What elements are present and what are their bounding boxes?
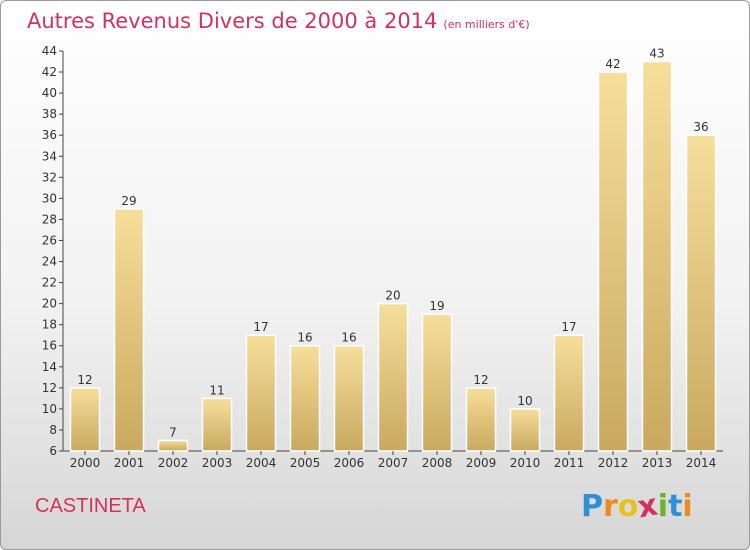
bar (465, 387, 497, 452)
bar-value-label: 16 (297, 331, 312, 345)
y-tick-label: 28 (42, 212, 57, 226)
x-tick-label: 2008 (422, 456, 453, 470)
title-text: Autres Revenus Divers de 2000 à 2014 (27, 9, 438, 33)
bar (245, 334, 277, 452)
bar (69, 387, 101, 452)
y-tick-label: 34 (42, 149, 57, 163)
x-tick-label: 2003 (202, 456, 233, 470)
location-name: CASTINETA (35, 495, 146, 517)
bar (421, 313, 453, 452)
y-tick-label: 42 (42, 65, 57, 79)
bar-value-label: 43 (649, 47, 664, 61)
logo-letter: o (617, 489, 639, 524)
bar (509, 408, 541, 452)
y-tick-label: 36 (42, 128, 57, 142)
bar (201, 397, 233, 452)
bar (597, 71, 629, 452)
x-tick-label: 2002 (158, 456, 189, 470)
y-tick-label: 18 (42, 318, 57, 332)
logo-letter: r (603, 489, 618, 524)
bar-value-label: 16 (341, 331, 356, 345)
y-tick-label: 22 (42, 276, 57, 290)
y-tick-label: 10 (42, 402, 57, 416)
bar-value-label: 12 (77, 373, 92, 387)
y-tick-label: 16 (42, 339, 57, 353)
bar (157, 439, 189, 452)
bar (553, 334, 585, 452)
x-tick-label: 2013 (642, 456, 673, 470)
bar-value-label: 11 (209, 383, 224, 397)
bar (377, 302, 409, 452)
bar (333, 344, 365, 452)
bar (685, 134, 717, 452)
x-tick-label: 2007 (378, 456, 409, 470)
y-tick-label: 24 (42, 255, 57, 269)
x-tick-label: 2000 (70, 456, 101, 470)
logo-letter: P (581, 489, 603, 524)
logo-letter: i (657, 489, 669, 524)
y-tick-label: 20 (42, 297, 57, 311)
x-tick-label: 2012 (598, 456, 629, 470)
bar (289, 344, 321, 452)
x-tick-label: 2005 (290, 456, 321, 470)
x-tick-label: 2001 (114, 456, 145, 470)
y-tick-label: 30 (42, 191, 57, 205)
bar-value-label: 17 (253, 320, 268, 334)
x-tick-label: 2004 (246, 456, 277, 470)
logo-letter: t (668, 489, 683, 524)
bar (641, 60, 673, 452)
y-tick-label: 26 (42, 233, 57, 247)
y-tick-label: 14 (42, 360, 57, 374)
y-tick-label: 32 (42, 170, 57, 184)
x-tick-label: 2010 (510, 456, 541, 470)
title-unit: (en milliers d'€) (443, 18, 530, 31)
x-tick-label: 2011 (554, 456, 585, 470)
bar-value-label: 42 (605, 57, 620, 71)
y-tick-label: 44 (42, 44, 57, 58)
bar-value-label: 7 (169, 425, 177, 439)
y-tick-label: 8 (49, 423, 57, 437)
y-tick-label: 40 (42, 86, 57, 100)
bar-value-label: 36 (693, 120, 708, 134)
chart-title: Autres Revenus Divers de 2000 à 2014 (en … (27, 9, 530, 33)
x-tick-label: 2009 (466, 456, 497, 470)
x-tick-label: 2006 (334, 456, 365, 470)
x-tick-label: 2014 (686, 456, 717, 470)
y-tick-label: 12 (42, 381, 57, 395)
bar-value-label: 12 (473, 373, 488, 387)
proxiti-logo: Proxiti (581, 488, 693, 526)
y-tick-label: 6 (49, 444, 57, 458)
logo-letter: i (682, 489, 693, 524)
y-tick-label: 38 (42, 107, 57, 121)
bar-value-label: 29 (121, 194, 136, 208)
bar-value-label: 17 (561, 320, 576, 334)
bar-value-label: 20 (385, 289, 400, 303)
bar-value-label: 19 (429, 299, 444, 313)
bar-value-label: 10 (517, 394, 532, 408)
bar (113, 208, 145, 452)
